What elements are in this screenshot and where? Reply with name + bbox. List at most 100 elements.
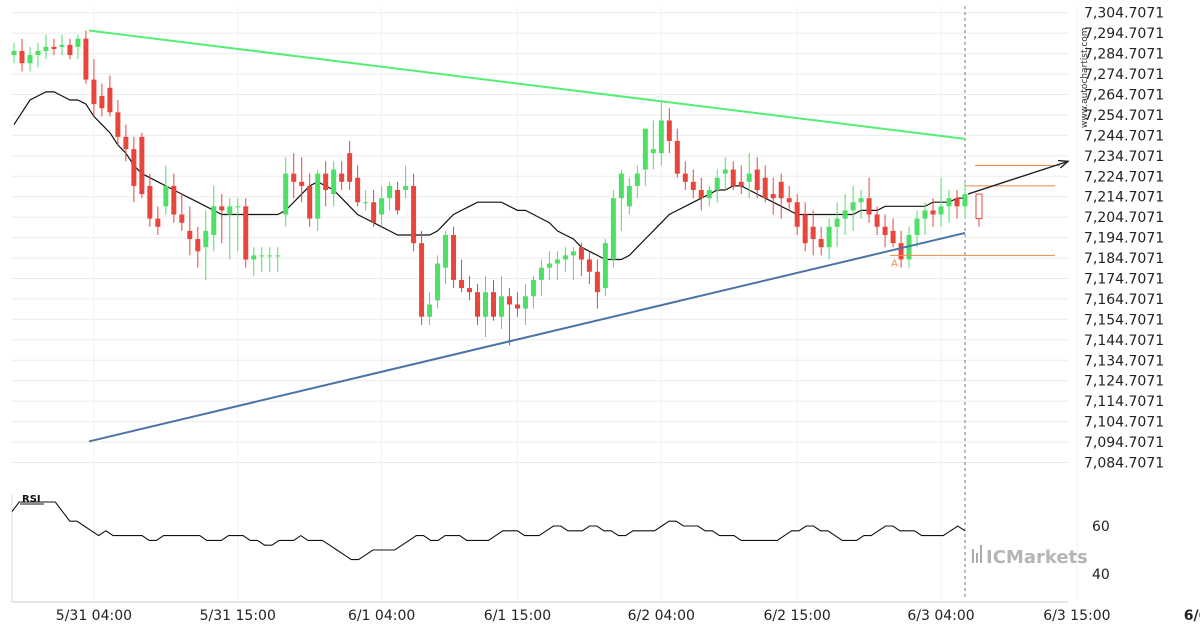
candle-body: [754, 169, 760, 190]
candle-body: [770, 194, 776, 199]
candle-body: [291, 173, 297, 182]
candle-body: [706, 189, 712, 199]
candle-body: [467, 288, 473, 293]
pattern-point-marker: A: [891, 258, 898, 269]
candle-body: [91, 79, 97, 105]
candle-body: [99, 95, 105, 109]
candle-body: [714, 177, 720, 190]
candle-body: [522, 296, 528, 309]
candle-body: [818, 239, 824, 248]
chart-extras: www.autochartist.com ICMarkets: [972, 27, 1090, 568]
candle-body: [882, 226, 888, 235]
x-tick-label: 6/3 04:00: [907, 608, 974, 624]
candle-body: [698, 189, 704, 199]
y-tick-label: 7,094.7071: [1084, 435, 1164, 451]
candle-body: [810, 226, 816, 240]
candle-body: [722, 169, 728, 174]
candle-body: [746, 173, 752, 182]
candle-body: [211, 206, 217, 235]
candle-body: [834, 218, 840, 227]
candle-body: [738, 181, 744, 186]
x-tick-label: 6/2 15:00: [764, 608, 831, 624]
y-tick-label: 7,214.7071: [1084, 190, 1164, 206]
candle-body: [75, 38, 81, 47]
y-tick-label: 7,204.7071: [1084, 210, 1164, 226]
candle-body: [131, 149, 137, 186]
rsi-panel: RSI 60 40: [11, 494, 1110, 583]
candle-body: [578, 247, 584, 260]
candle-body: [626, 185, 632, 207]
candle-body: [898, 243, 904, 260]
y-tick-label: 7,124.7071: [1084, 374, 1164, 390]
candle-body: [498, 296, 504, 317]
candle-body: [954, 198, 960, 207]
candle-body: [730, 169, 736, 186]
y-tick-label: 7,184.7071: [1084, 251, 1164, 267]
candle-body: [315, 173, 321, 219]
y-tick-label: 7,234.7071: [1084, 149, 1164, 165]
candle-body: [51, 46, 57, 49]
candle-body: [115, 112, 121, 137]
candle-body: [11, 50, 17, 56]
y-tick-label: 7,284.7071: [1084, 47, 1164, 63]
candle-body: [762, 177, 768, 199]
candle-body: [794, 202, 800, 227]
candle-body: [674, 140, 680, 174]
candle-body: [435, 263, 441, 301]
candle-body: [387, 185, 393, 199]
candle-body: [874, 214, 880, 227]
candle-body: [459, 279, 465, 289]
watermark: www.autochartist.com: [1080, 27, 1090, 128]
candle-body: [243, 206, 249, 260]
candle-body: [890, 230, 896, 244]
candle-body: [59, 44, 65, 47]
brand-logo: ICMarkets: [986, 547, 1088, 568]
candle-body: [483, 292, 489, 317]
candle-body: [570, 251, 576, 256]
candle-body: [634, 173, 640, 186]
candle-body: [530, 279, 536, 297]
candle-body: [451, 234, 457, 280]
lower-trendline: [88, 231, 966, 443]
candle-body: [371, 202, 377, 223]
candle-body: [443, 234, 449, 268]
candle-body: [914, 218, 920, 235]
candle-body: [179, 214, 185, 223]
candle-body: [355, 177, 361, 203]
candle-body: [307, 185, 313, 219]
candle-body: [586, 259, 592, 272]
y-tick-label: 7,244.7071: [1084, 128, 1164, 144]
candle-body: [690, 181, 696, 190]
y-tick-label: 7,254.7071: [1084, 108, 1164, 124]
x-tick-label: 6/1 15:00: [484, 608, 551, 624]
candle-body: [347, 153, 353, 182]
brand-bar-1: [972, 549, 974, 563]
candle-body: [155, 218, 161, 227]
candle-body: [490, 292, 496, 317]
candle-body: [331, 169, 337, 195]
candle-body: [187, 230, 193, 240]
candle-body: [866, 198, 872, 215]
candle-body: [419, 243, 425, 317]
candle-body: [195, 239, 201, 252]
candle-body: [946, 198, 952, 207]
candle-body: [323, 173, 329, 190]
candle-body: [938, 206, 944, 215]
breakout-arrowhead: [1057, 159, 1070, 169]
candle-body: [666, 120, 672, 141]
candle-body: [546, 263, 552, 268]
candle-body: [267, 255, 273, 257]
candle-body: [251, 255, 257, 260]
candle-body: [259, 255, 265, 257]
candle-body: [650, 149, 656, 154]
candle-body: [858, 198, 864, 203]
candle-body: [83, 38, 89, 80]
candle-body: [203, 230, 209, 248]
candle-body: [171, 185, 177, 215]
candle-body: [514, 304, 520, 309]
y-tick-label: 7,144.7071: [1084, 333, 1164, 349]
candle-body: [475, 292, 481, 317]
breakout-projection: [967, 160, 1069, 195]
y-tick-label: 7,084.7071: [1084, 455, 1164, 471]
